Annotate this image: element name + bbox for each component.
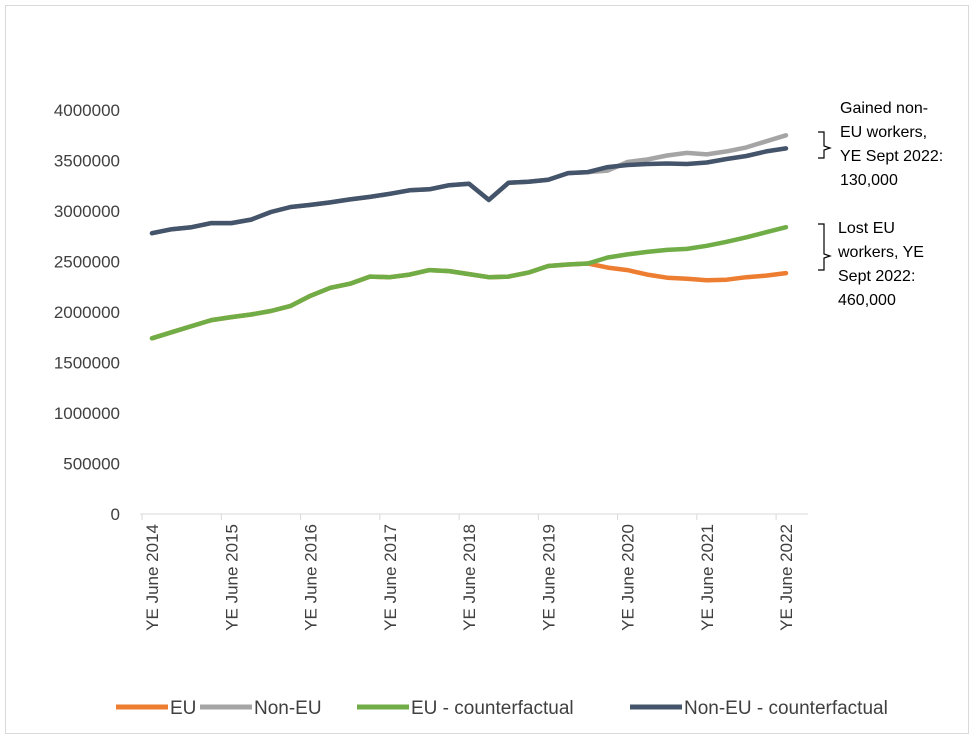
series-line-2 (149, 224, 789, 341)
annotation-lost-line: 460,000 (838, 292, 896, 309)
annotation-lost-line: Sept 2022: (838, 268, 915, 285)
x-tick-label: YE June 2019 (539, 524, 558, 631)
x-tick-label: YE June 2015 (222, 524, 241, 631)
y-tick-label: 3500000 (54, 152, 120, 171)
legend-label-2: EU - counterfactual (411, 698, 574, 719)
annotation-lost-line: workers, YE (837, 244, 924, 261)
legend: EU Non-EU EU - counterfactual Non-EU - coun… (116, 698, 888, 719)
x-tick-label: YE June 2014 (143, 524, 162, 631)
x-tick-label: YE June 2016 (302, 524, 321, 631)
legend-label-3: Non-EU - counterfactual (684, 698, 888, 719)
chart-frame (5, 5, 969, 734)
legend-label-1: Non-EU (254, 698, 322, 719)
y-tick-label: 2500000 (54, 253, 120, 272)
legend-label-0: EU (170, 698, 196, 719)
annotations: Gained non- EU workers, YE Sept 2022: 130,0… (818, 100, 943, 309)
y-tick-label: 500000 (63, 455, 120, 474)
x-tick-label: YE June 2021 (698, 524, 717, 631)
y-tick-label: 2000000 (54, 303, 120, 322)
y-tick-label: 3000000 (54, 202, 120, 221)
annotation-lost-line: Lost EU (838, 220, 895, 237)
y-tick-label: 1000000 (54, 404, 120, 423)
annotation-gained-line: 130,000 (840, 172, 898, 189)
y-axis-labels: 0 500000 1000000 1500000 2000000 2500000 30000… (54, 101, 120, 524)
annotation-gained-line: EU workers, (840, 124, 927, 141)
brace-gained (818, 131, 832, 159)
y-tick-label: 4000000 (54, 101, 120, 120)
y-tick-label: 0 (111, 505, 120, 524)
series-line-3 (149, 146, 789, 236)
annotation-gained-line: Gained non- (840, 100, 928, 117)
x-tick-label: YE June 2022 (777, 524, 796, 631)
y-tick-label: 1500000 (54, 354, 120, 373)
x-tick-label: YE June 2020 (619, 524, 638, 631)
brace-lost (818, 223, 832, 271)
series-lines (149, 133, 789, 341)
annotation-gained-line: YE Sept 2022: (840, 148, 943, 165)
x-tick-label: YE June 2018 (460, 524, 479, 631)
x-axis-labels: YE June 2014 YE June 2015 YE June 2016 YE J… (143, 524, 796, 631)
x-axis-ticks (141, 514, 777, 520)
x-tick-label: YE June 2017 (381, 524, 400, 631)
